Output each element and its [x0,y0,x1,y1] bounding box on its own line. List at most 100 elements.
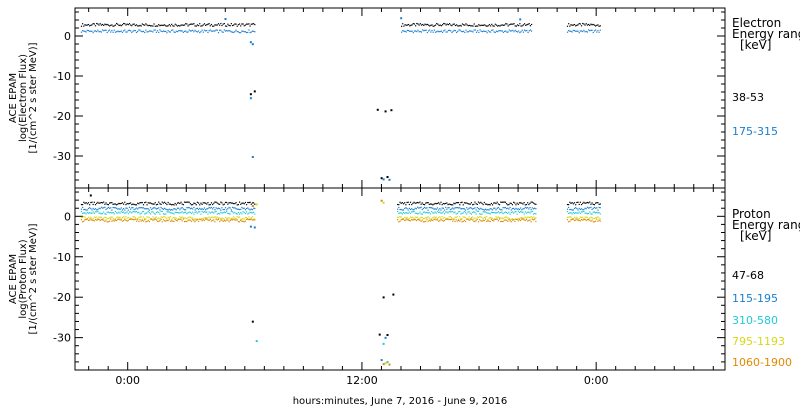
data-point [472,31,474,33]
data-point [127,219,129,222]
data-point [142,204,145,206]
data-point [91,212,93,214]
data-point [491,217,494,219]
data-point [472,208,474,210]
data-point [454,220,456,223]
data-point [139,213,141,215]
data-point [179,216,181,218]
data-point [144,217,146,220]
series-795-1193 [80,201,601,365]
data-point [215,210,217,212]
data-point [244,31,247,33]
data-point [583,23,585,25]
data-point [590,206,592,208]
data-point [438,220,440,222]
data-point [167,216,169,219]
data-point [161,24,163,26]
data-point [420,31,423,33]
data-point [202,217,204,219]
data-point [195,30,197,33]
data-point [174,202,176,205]
data-point [190,23,193,25]
data-point [209,25,211,27]
data-point [474,220,476,223]
data-point [249,31,251,34]
data-point [443,213,446,215]
data-point [241,213,243,215]
data-point [418,212,420,215]
data-point [515,25,517,27]
data-point [82,221,84,223]
data-point [436,217,439,220]
data-point [478,31,480,34]
data-point [101,202,104,204]
data-point [229,202,231,204]
data-point [123,211,125,213]
data-point [427,220,429,222]
data-point [172,203,174,206]
data-point [87,23,90,26]
data-point [94,25,97,27]
data-point [398,212,400,214]
data-point [233,203,235,205]
data-point [483,216,485,219]
data-point [484,216,487,218]
data-point [443,22,445,25]
data-point [199,218,201,220]
data-point [148,202,150,204]
data-point [520,219,522,222]
data-point [593,30,596,32]
data-point [162,216,165,218]
data-point [434,24,437,26]
data-point [529,29,532,31]
data-point [487,30,489,32]
data-point [527,220,529,222]
data-point [474,201,476,203]
data-point [501,24,503,26]
data-point [580,204,583,206]
data-point [159,218,161,220]
data-point [200,213,202,215]
data-point [106,221,108,223]
data-point [466,31,468,33]
data-point [176,202,179,204]
data-point [477,221,480,223]
data-point [446,208,448,210]
data-point [176,25,179,27]
data-point [483,201,485,204]
data-point [460,213,462,215]
data-point [186,207,188,209]
data-point [445,24,447,26]
data-point [530,201,532,203]
data-point [91,209,93,211]
data-point [254,203,256,205]
data-point [573,29,576,32]
data-point [477,30,479,32]
data-point [183,211,186,214]
data-point [207,217,209,219]
data-point [440,217,442,219]
data-point [215,201,217,203]
data-point [103,207,105,209]
data-point [438,209,440,211]
data-point [148,209,150,211]
data-point [569,212,571,214]
data-point [251,219,254,221]
data-point [112,219,114,221]
data-point [187,212,189,214]
data-point [127,203,129,205]
data-point [591,24,593,26]
data-point [587,219,590,221]
data-point [446,217,448,219]
data-point [137,30,139,33]
data-point [425,207,427,209]
data-point [89,217,91,219]
data-point [591,216,593,219]
data-point [123,203,125,205]
data-point [535,213,537,215]
data-point [454,207,456,209]
data-point [168,216,170,218]
data-point [220,219,222,221]
